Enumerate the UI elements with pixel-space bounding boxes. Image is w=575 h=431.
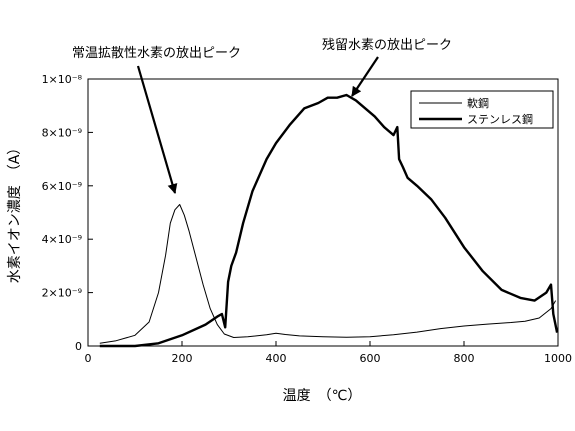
legend-label-mild-steel: 軟鋼 [467,96,489,110]
annotations: 常温拡散性水素の放出ピーク 残留水素の放出ピーク [72,38,452,194]
y-tick-label: 2×10⁻⁹ [42,287,82,300]
annotation-diffusible-hydrogen: 常温拡散性水素の放出ピーク [72,46,241,61]
x-tick-label: 1000 [544,352,572,365]
annotation-arrow-diffusible-hydrogen [136,65,178,194]
legend-label-stainless-steel: ステンレス鋼 [467,112,533,126]
x-tick-label: 200 [172,352,193,365]
x-axis-title: 温度 （℃） [283,388,362,404]
x-tick-label: 600 [360,352,381,365]
series-line-mild-steel [99,204,557,344]
y-tick-label: 6×10⁻⁹ [42,180,82,193]
y-axis: 0 2×10⁻⁹ 4×10⁻⁹ 6×10⁻⁹ 8×10⁻⁹ 1×10⁻⁸ [42,73,93,353]
series-layer [99,93,559,348]
x-axis: 0 200 400 600 800 1000 [85,341,572,365]
y-tick-label: 8×10⁻⁹ [42,126,82,139]
x-tick-label: 800 [454,352,475,365]
legend-box [410,90,554,129]
y-tick-label: 0 [75,340,82,353]
legend: 軟鋼 ステンレス鋼 [410,90,554,129]
y-axis-title: 水素イオン濃度 （A） [7,141,23,284]
x-tick-label: 400 [266,352,287,365]
y-tick-label: 4×10⁻⁹ [42,233,82,246]
y-tick-label: 1×10⁻⁸ [42,73,83,86]
x-tick-label: 0 [85,352,92,365]
plot-frame [87,78,559,347]
annotation-arrow-residual-hydrogen [351,56,379,97]
series-line-stainless-steel [99,93,559,348]
annotation-residual-hydrogen: 残留水素の放出ピーク [322,38,452,53]
